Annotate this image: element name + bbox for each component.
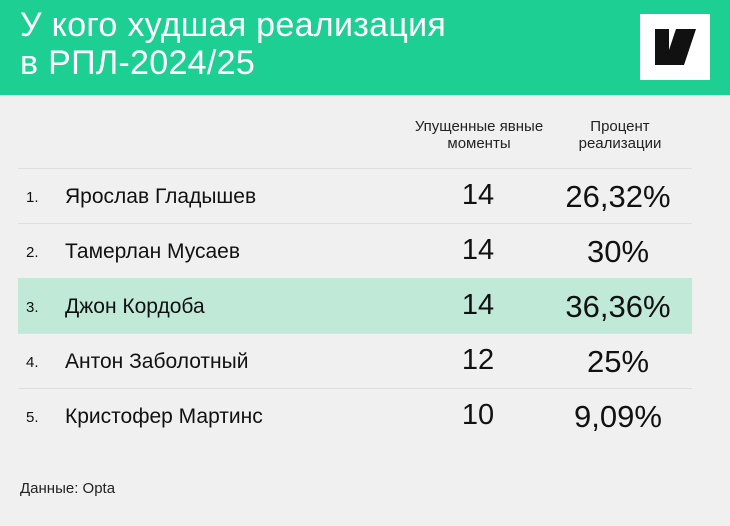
missed-chances-value: 14 (461, 289, 495, 321)
row-rank: 3. (26, 299, 39, 316)
row-rank: 4. (26, 354, 39, 371)
missed-chances-value: 12 (461, 344, 495, 376)
table-row: 2. Тамерлан Мусаев 14 30% (18, 223, 692, 278)
title-line-2: в РПЛ-2024/25 (20, 44, 256, 82)
row-rank: 1. (26, 189, 39, 206)
table-row: 1. Ярослав Гладышев 14 26,32% (18, 168, 692, 223)
missed-chances-value: 14 (461, 234, 495, 266)
conversion-value: 30% (586, 234, 650, 269)
player-name: Ярослав Гладышев (65, 185, 257, 208)
table-row-highlighted: 3. Джон Кордоба 14 36,36% (18, 278, 692, 333)
missed-chances-value: 14 (461, 179, 495, 211)
page-title: У кого худшая реализация в РПЛ-2024/25 (20, 6, 446, 82)
conversion-value: 9,09% (574, 399, 662, 434)
conversion-value: 26,32% (565, 179, 671, 214)
missed-chances-value: 10 (461, 399, 495, 431)
conversion-value: 25% (586, 344, 650, 379)
title-line-1: У кого худшая реализация (20, 6, 447, 44)
conversion-value: 36,36% (565, 289, 671, 324)
column-header-missed-chances: Упущенные явные моменты (414, 118, 544, 152)
player-name: Джон Кордоба (65, 295, 205, 318)
data-source-note: Данные: Opta (20, 480, 116, 497)
player-name: Кристофер Мартинс (65, 405, 263, 428)
table-row: 5. Кристофер Мартинс 10 9,09% (18, 388, 692, 443)
ranking-table: 1. Ярослав Гладышев 14 26,32% 2. Тамерла… (18, 168, 692, 443)
sports-logo-icon (640, 14, 710, 80)
row-rank: 2. (26, 244, 39, 261)
table-row: 4. Антон Заболотный 12 25% (18, 333, 692, 388)
column-header-conversion: Процент реализации (578, 118, 662, 152)
header-banner: У кого худшая реализация в РПЛ-2024/25 (0, 0, 730, 95)
player-name: Антон Заболотный (65, 350, 249, 373)
player-name: Тамерлан Мусаев (65, 240, 241, 263)
row-rank: 5. (26, 409, 39, 426)
